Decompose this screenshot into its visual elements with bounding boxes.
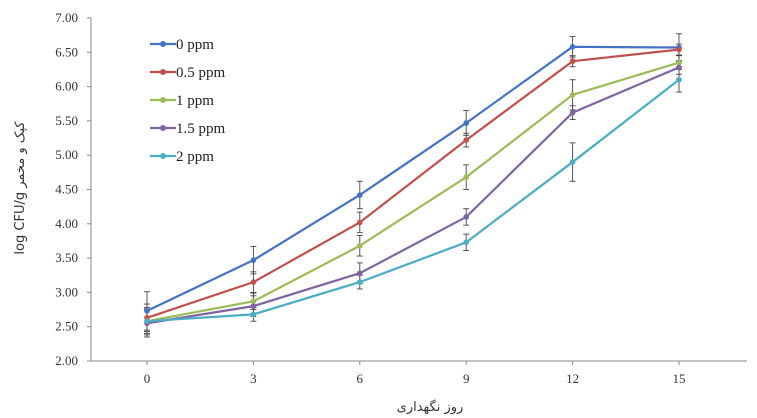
x-axis-title: روز نگهداری <box>397 399 464 415</box>
x-tick-label: 0 <box>144 371 151 386</box>
data-point <box>569 159 576 165</box>
series-line <box>146 48 680 319</box>
y-tick-labels: 2.00 2.50 3.00 3.50 4.00 4.50 5.00 5.50 6.00 6.50… <box>55 10 78 368</box>
legend-label: 1 ppm <box>176 93 214 109</box>
legend-label: 2 ppm <box>176 149 214 165</box>
data-point <box>569 44 576 50</box>
data-point <box>357 242 363 249</box>
legend-swatch-marker <box>160 97 166 103</box>
data-point <box>463 137 470 143</box>
y-tick-label: 2.00 <box>55 353 78 368</box>
y-tick-label: 4.50 <box>55 182 78 197</box>
x-tick-label: 15 <box>673 371 686 386</box>
legend-label: 0.5 ppm <box>176 65 226 81</box>
data-point <box>357 270 363 276</box>
data-point <box>569 109 576 116</box>
y-tick-label: 6.00 <box>55 79 78 94</box>
y-tick-label: 6.50 <box>55 44 78 59</box>
series-line <box>146 61 680 323</box>
data-point <box>463 174 470 180</box>
data-point <box>676 59 682 66</box>
y-tick-label: 4.00 <box>55 216 78 231</box>
legend-swatch-marker <box>160 69 166 75</box>
series-line <box>146 66 680 325</box>
legend-label: 0 ppm <box>176 37 214 53</box>
x-tick-label: 12 <box>566 371 579 386</box>
data-point <box>569 92 576 98</box>
data-point <box>250 311 257 318</box>
data-point <box>676 64 682 71</box>
data-point <box>569 58 576 65</box>
legend-swatch-marker <box>160 153 166 159</box>
y-tick-label: 2.50 <box>55 319 78 334</box>
legend-label: 1.5 ppm <box>176 121 226 137</box>
series-line <box>146 45 680 312</box>
legend: 0 ppm 0.5 ppm 1 ppm 1.5 ppm 2 ppm <box>150 37 226 165</box>
y-tick-label: 7.00 <box>55 10 78 25</box>
data-point <box>463 214 470 220</box>
data-point <box>463 239 470 246</box>
series-line <box>146 78 680 323</box>
series-lines <box>144 44 682 327</box>
y-tick-label: 3.00 <box>55 284 78 299</box>
axes <box>87 17 747 365</box>
y-axis-title: log CFU/g کپک و مخمر <box>13 121 28 255</box>
data-point <box>250 298 257 305</box>
x-tick-label: 3 <box>250 371 257 386</box>
x-tick-label: 9 <box>463 371 470 386</box>
data-point <box>357 192 363 198</box>
data-point <box>676 76 682 83</box>
data-point <box>463 120 470 126</box>
data-point <box>250 303 257 309</box>
data-point <box>357 219 363 226</box>
data-point <box>250 279 257 285</box>
y-tick-label: 5.50 <box>55 113 78 128</box>
legend-swatch-marker <box>160 125 166 131</box>
data-point <box>676 46 682 53</box>
data-point <box>250 257 257 263</box>
x-tick-label: 6 <box>357 371 364 386</box>
data-point <box>357 279 363 285</box>
legend-swatch-marker <box>160 41 166 47</box>
y-tick-label: 3.50 <box>55 250 78 265</box>
data-point <box>144 318 150 325</box>
x-tick-labels: 0 3 6 9 12 15 <box>144 371 686 386</box>
data-point <box>144 308 150 314</box>
y-tick-label: 5.00 <box>55 147 78 162</box>
